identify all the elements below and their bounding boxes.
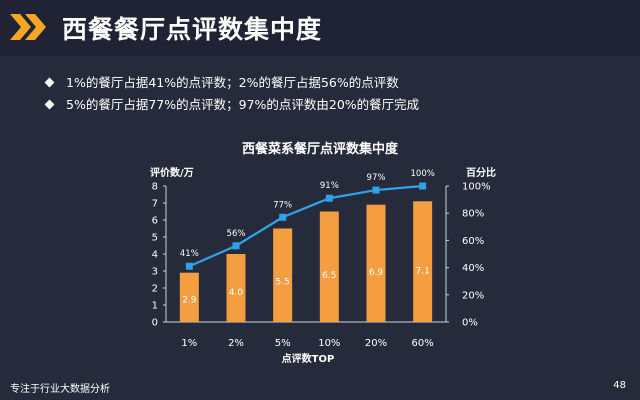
line-value-label: 91% [320, 181, 339, 191]
bullet-item: 5%的餐厅占据77%的点评数；97%的点评数由20%的餐厅完成 [44, 94, 420, 116]
left-tick-label: 4 [152, 250, 158, 261]
bar-value-label: 2.9 [182, 295, 197, 305]
bar-value-label: 7.1 [416, 267, 430, 277]
line-point-marker [232, 242, 240, 250]
bar [413, 201, 433, 322]
x-tick-label: 1% [181, 338, 197, 349]
left-axis-title: 评价数/万 [150, 166, 194, 179]
left-tick-label: 6 [152, 216, 158, 227]
percent-line [188, 184, 423, 268]
bullet-text: 1%的餐厅占据41%的点评数；2%的餐厅占据56%的点评数 [66, 75, 399, 90]
page-title: 西餐餐厅点评数集中度 [62, 15, 323, 44]
bar-value-label: 4.0 [229, 288, 244, 298]
right-tick-label: 60% [462, 236, 484, 247]
chart-title: 西餐菜系餐厅点评数集中度 [241, 142, 398, 157]
x-tick-label: 5% [275, 338, 291, 349]
bullet-list: 1%的餐厅占据41%的点评数；2%的餐厅占据56%的点评数 5%的餐厅占据77%… [44, 72, 420, 116]
bar [179, 272, 199, 322]
right-tick-label: 20% [462, 290, 484, 301]
right-tick-label: 40% [462, 263, 484, 274]
header-band [0, 0, 640, 56]
bar [273, 228, 293, 322]
line-value-label: 41% [180, 249, 199, 259]
line-point-marker [325, 194, 333, 202]
bar-value-label: 6.9 [369, 268, 384, 278]
left-tick-label: 2 [152, 284, 158, 295]
left-tick-label: 1 [152, 301, 158, 312]
right-tick-label: 0% [462, 318, 478, 329]
page-number: 48 [613, 380, 626, 391]
left-tick-label: 5 [152, 233, 158, 244]
x-tick-label: 60% [412, 338, 434, 349]
line-point-marker [279, 213, 287, 221]
x-tick-label: 2% [228, 338, 244, 349]
bar-value-label: 5.5 [276, 278, 290, 288]
footer-text: 专注于行业大数据分析 [10, 384, 110, 395]
left-tick-label: 0 [152, 318, 158, 329]
line-value-label: 97% [367, 173, 386, 183]
line-point-marker [185, 262, 193, 270]
line-value-label: 100% [411, 169, 435, 179]
line-value-label: 56% [227, 229, 246, 239]
bullet-item: 1%的餐厅占据41%的点评数；2%的餐厅占据56%的点评数 [44, 72, 419, 94]
chevron-right-icon [10, 14, 46, 40]
line-point-marker [419, 182, 427, 190]
right-tick-label: 100% [462, 182, 491, 193]
line-point-marker [372, 186, 380, 194]
left-tick-label: 3 [152, 267, 158, 278]
bullet-text: 5%的餐厅占据77%的点评数；97%的点评数由20%的餐厅完成 [66, 97, 420, 112]
left-tick-label: 8 [152, 182, 158, 193]
right-tick-label: 80% [462, 209, 484, 220]
x-tick-label: 10% [318, 338, 340, 349]
right-axis-title: 百分比 [466, 166, 496, 179]
x-axis-title: 点评数TOP [282, 352, 335, 365]
left-tick-label: 7 [152, 199, 158, 210]
line-value-label: 77% [273, 200, 292, 210]
bar [319, 211, 339, 322]
x-tick-label: 20% [365, 338, 387, 349]
bar [226, 254, 246, 322]
bar [366, 204, 386, 322]
bar-value-label: 6.5 [322, 271, 336, 281]
